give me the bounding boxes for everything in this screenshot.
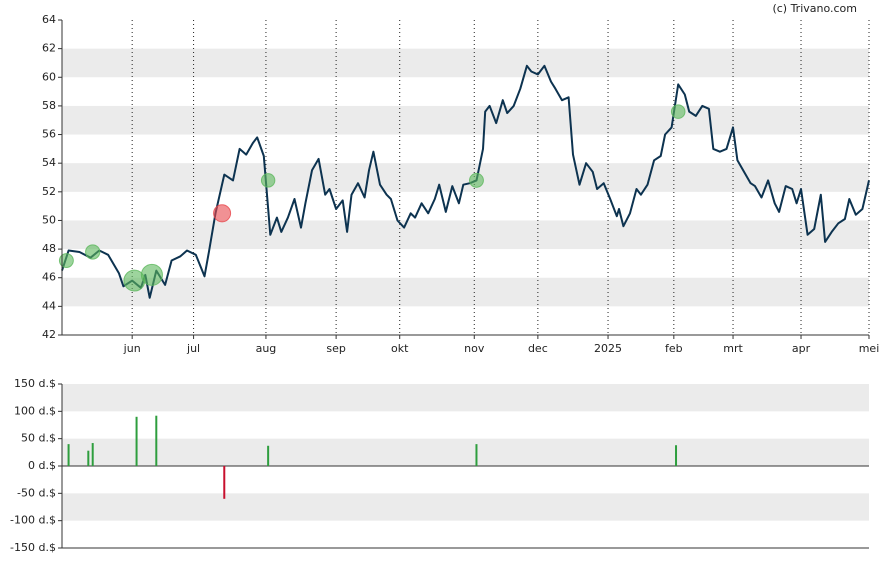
- grid-band: [62, 220, 869, 250]
- y-tick-label: 46: [42, 271, 56, 284]
- bar: [87, 450, 90, 466]
- grid-band: [62, 163, 869, 192]
- bar: [91, 443, 94, 466]
- bar: [675, 445, 678, 466]
- x-tick-label: aug: [256, 342, 277, 355]
- trade-marker: [670, 104, 686, 119]
- x-tick-label: sep: [326, 342, 345, 355]
- y-tick-label: 58: [42, 99, 56, 112]
- y-tick-label: 52: [42, 185, 56, 198]
- x-tick-label: mei: [859, 342, 880, 355]
- trade-marker: [140, 263, 163, 286]
- y-tick-label: 0 d.$: [28, 459, 56, 472]
- bar: [135, 416, 138, 466]
- y-tick-label: 50: [42, 213, 56, 226]
- grid-band: [62, 384, 869, 412]
- trade-marker: [260, 173, 276, 188]
- y-tick-label: 48: [42, 242, 56, 255]
- y-tick-label: 62: [42, 42, 56, 55]
- x-tick-label: okt: [391, 342, 409, 355]
- bar: [67, 444, 70, 466]
- grid-band: [62, 493, 869, 521]
- x-tick-label: apr: [792, 342, 811, 355]
- price-line: [61, 64, 870, 299]
- bar: [223, 466, 226, 499]
- grid-band: [62, 438, 869, 466]
- grid-band: [62, 277, 869, 307]
- y-tick-label: -150 d.$: [10, 541, 56, 554]
- y-tick-label: 44: [42, 299, 56, 312]
- trade-marker: [85, 244, 101, 260]
- x-tick-label: dec: [528, 342, 548, 355]
- trade-marker: [469, 172, 484, 188]
- x-tick-label: jun: [123, 342, 141, 355]
- bar: [267, 445, 270, 466]
- x-tick-label: 2025: [594, 342, 622, 355]
- copyright: (c) Trivano.com: [772, 2, 857, 15]
- bar: [475, 444, 478, 466]
- y-tick-label: 50 d.$: [21, 432, 56, 445]
- y-tick-label: 54: [42, 156, 56, 169]
- x-tick-label: nov: [464, 342, 485, 355]
- bar: [155, 415, 158, 466]
- y-tick-label: 56: [42, 128, 56, 141]
- y-tick-label: 60: [42, 70, 56, 83]
- grid-band: [62, 48, 869, 78]
- y-tick-label: -50 d.$: [17, 486, 56, 499]
- x-tick-label: feb: [665, 342, 683, 355]
- y-tick-label: -100 d.$: [10, 514, 56, 527]
- trade-marker: [213, 204, 232, 223]
- x-tick-label: mrt: [723, 342, 743, 355]
- y-tick-label: 150 d.$: [14, 377, 56, 390]
- y-tick-label: 64: [42, 13, 56, 26]
- y-tick-label: 100 d.$: [14, 404, 56, 417]
- x-tick-label: jul: [186, 342, 200, 355]
- trade-marker: [58, 253, 74, 269]
- grid-band: [62, 105, 869, 135]
- y-tick-label: 42: [42, 328, 56, 341]
